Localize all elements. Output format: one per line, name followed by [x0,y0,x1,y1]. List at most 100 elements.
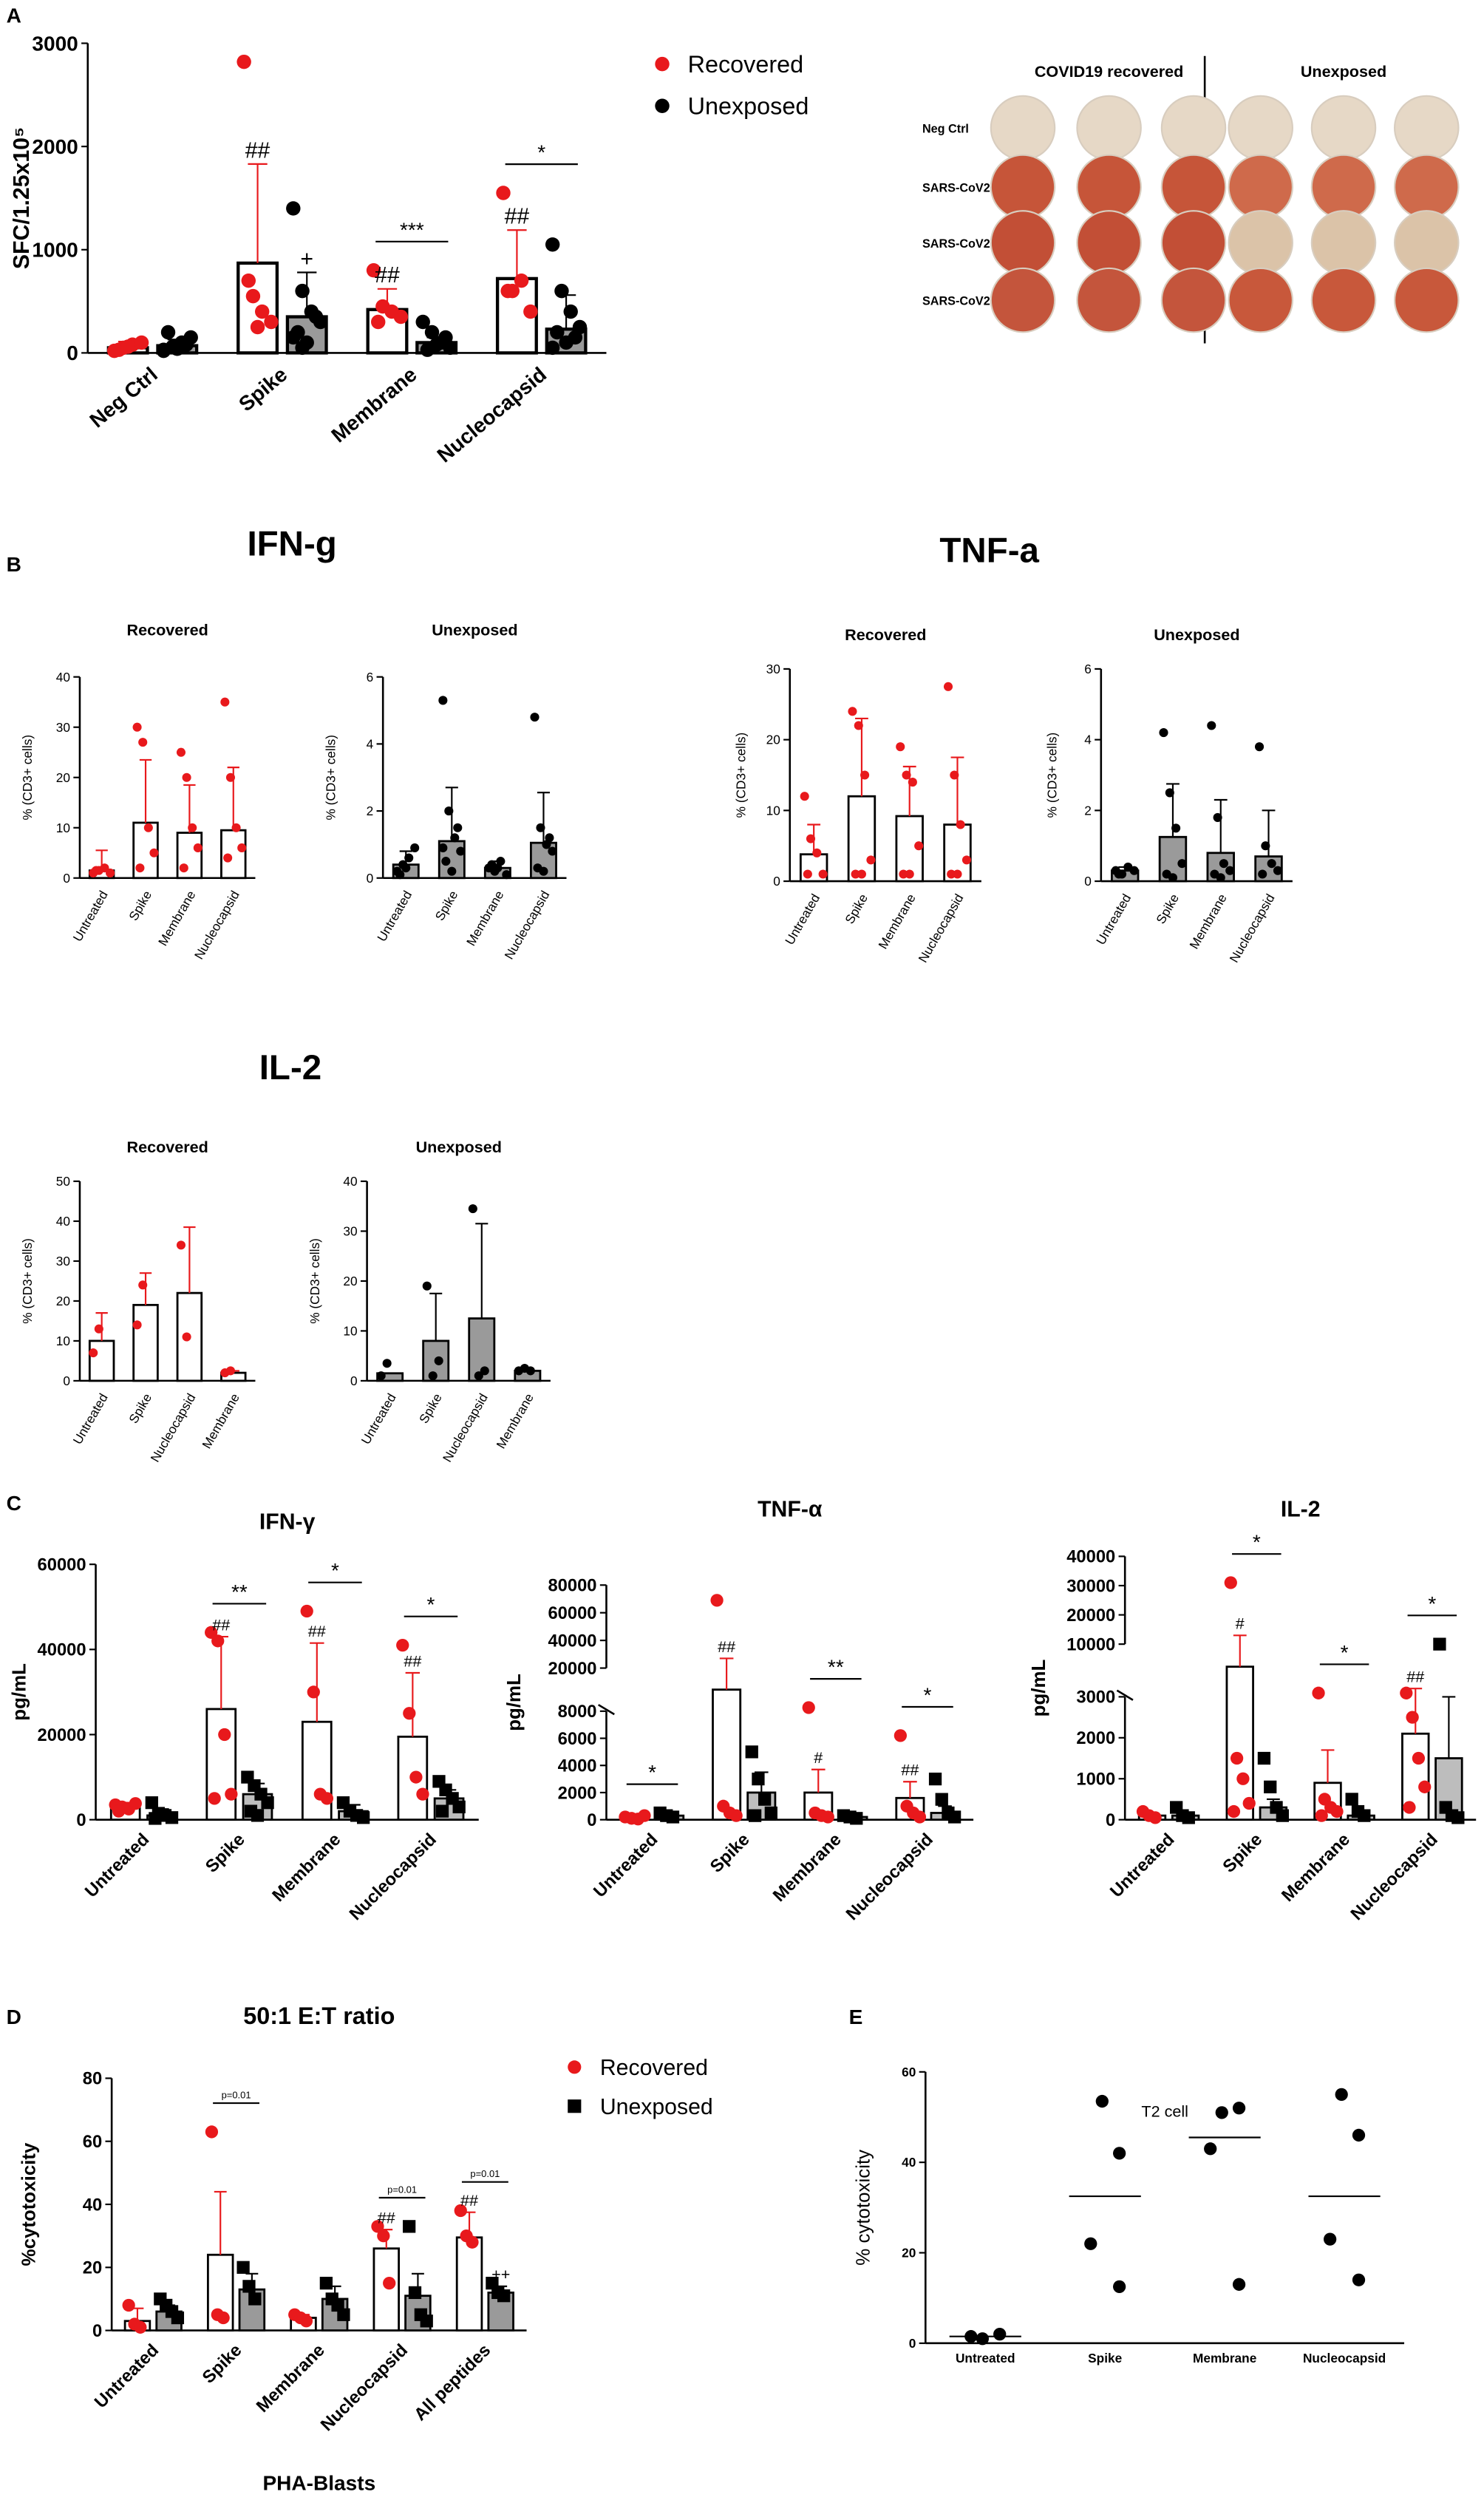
bar [455,2236,483,2332]
data-point [474,1371,483,1381]
y-tick-label: 2 [1084,803,1092,818]
data-point [393,309,409,325]
data-point [764,1806,777,1820]
data-point [307,1685,320,1699]
x-tick-label: Nucleocapsid [1303,2351,1386,2366]
data-point [1312,1686,1325,1699]
annotation: ## [308,1622,326,1640]
significance-label: p=0.01 [222,2090,251,2101]
data-point [545,340,560,356]
annotation: # [814,1748,823,1767]
data-point [251,1809,265,1822]
data-point [396,1638,409,1652]
well [990,95,1056,161]
data-point [377,2229,390,2243]
data-point [320,1792,334,1805]
data-point [857,869,866,879]
data-point [1400,1686,1413,1699]
x-tick-label: All peptides [410,2340,494,2425]
data-point [132,722,142,732]
significance-label: ** [231,1580,248,1603]
data-point [193,843,202,852]
row-label: SARS-CoV2 N [922,295,1002,308]
data-point [976,2332,990,2346]
data-point [160,325,176,340]
data-point [261,1796,274,1810]
data-point [950,770,959,780]
y-tick-label: 0 [773,874,780,889]
data-point [666,1810,680,1824]
y-tick-label: 20000 [1066,1606,1115,1626]
data-point [850,1812,863,1825]
data-point [208,1792,221,1805]
data-point [434,1356,443,1365]
significance-label: p=0.01 [387,2184,417,2195]
y-tick-label: 20000 [38,1725,86,1745]
data-point [568,330,583,345]
data-point [225,1787,238,1801]
data-point [1114,869,1123,879]
data-point [179,337,194,352]
chart-title: T2 cell [1141,2102,1188,2120]
bar [132,1303,159,1382]
data-point [444,806,454,816]
y-tick-label: 0 [587,1810,596,1830]
panel-label: A [7,4,21,27]
x-tick-label: Untreated [81,1830,153,1901]
y-tick-label: 20 [56,770,70,785]
legend-label: Unexposed [600,2095,713,2119]
y-tick-label: 10 [56,821,70,835]
well [1394,267,1460,333]
data-point [454,2204,467,2218]
bar [88,1339,115,1382]
x-tick-label: Nucleocapsid [501,888,552,962]
chart-title: Unexposed [432,621,517,639]
y-tick-label: 0 [92,2321,102,2341]
data-point [211,1634,225,1648]
data-point [1418,1780,1432,1793]
y-tick-label: 10 [766,803,780,818]
well [1160,267,1227,333]
data-point [1215,2106,1228,2119]
data-point [231,823,241,832]
data-point [410,843,420,852]
bar [847,795,877,883]
data-point [286,201,301,216]
data-point [480,1366,489,1376]
data-point [376,1371,386,1381]
data-point [1216,873,1225,883]
y-tick-label: 6000 [558,1729,597,1749]
y-tick-label: 10 [56,1334,70,1348]
data-point [145,1796,158,1810]
data-point [956,820,965,829]
annotation: # [1236,1614,1245,1633]
data-point [913,1810,927,1824]
data-point [176,747,186,757]
data-point [91,866,101,875]
data-point [1168,873,1178,883]
x-tick-label: Spike [1219,1830,1266,1877]
well [1228,154,1293,220]
data-point [1232,2102,1246,2115]
data-point [122,2298,135,2312]
y-axis-label: pg/mL [504,1674,525,1731]
data-point [1330,1804,1344,1818]
data-point [1273,866,1283,875]
legend-label: Recovered [600,2056,708,2080]
x-tick-label: Nucleocapsid [147,1390,198,1464]
legend-marker [655,98,670,113]
data-point [908,778,917,787]
panel-label: C [7,1492,21,1515]
well [1394,95,1460,161]
y-tick-label: 40 [56,670,70,685]
data-point [818,869,828,879]
well [1310,95,1377,161]
data-point [225,1366,236,1376]
well [1310,267,1377,333]
data-point [530,713,540,722]
data-point [223,853,233,863]
section-title: IFN-g [247,525,336,564]
data-point [1315,1809,1328,1822]
data-point [403,2220,416,2233]
data-point [542,840,551,849]
